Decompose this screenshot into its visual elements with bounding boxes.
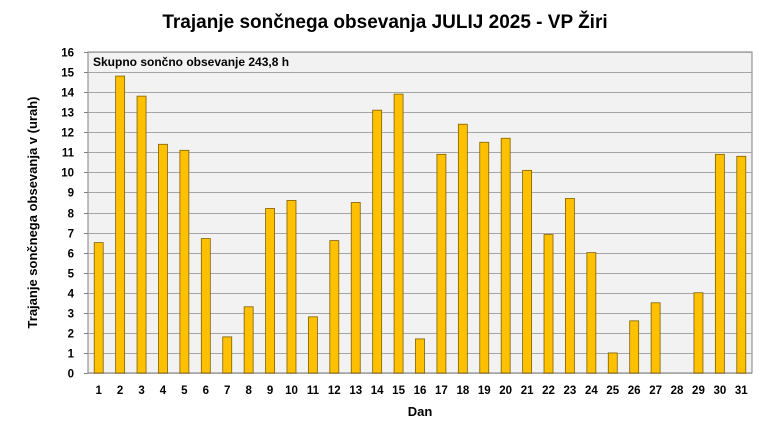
x-tick-label: 20 (499, 385, 512, 397)
x-tick-label: 12 (328, 385, 341, 397)
bar-day-1 (93, 242, 104, 374)
x-tick-label: 18 (456, 385, 469, 397)
y-tick-label: 4 (68, 289, 75, 301)
x-tick-label: 10 (285, 385, 298, 397)
bar-day-13 (350, 202, 361, 374)
bar-day-20 (500, 137, 511, 374)
y-tick-label: 7 (68, 229, 74, 241)
bar-day-23 (565, 198, 575, 374)
bars (93, 75, 747, 374)
bar-day-21 (522, 169, 532, 374)
x-tick-label: 29 (692, 385, 705, 397)
y-tick-label: 12 (61, 128, 74, 140)
y-tick-label: 3 (68, 309, 74, 321)
y-tick-label: 11 (62, 148, 75, 160)
x-tick-label: 7 (224, 385, 230, 397)
bar-day-17 (436, 153, 447, 374)
x-tick-label: 15 (392, 385, 405, 397)
bar-day-11 (307, 316, 318, 374)
x-tick-label: 8 (245, 385, 252, 397)
chart-title: Trajanje sončnega obsevanja JULIJ 2025 -… (162, 12, 608, 33)
y-tick-label: 6 (68, 249, 74, 261)
x-tick-label: 23 (564, 385, 577, 397)
y-tick-label: 15 (61, 68, 74, 80)
y-tick-label: 10 (61, 168, 74, 180)
bar-day-22 (543, 234, 554, 374)
bar-day-8 (243, 306, 254, 374)
bar-day-4 (158, 143, 168, 374)
bar-day-30 (714, 153, 725, 374)
total-annotation: Skupno sončno obsevanje 243,8 h (93, 55, 289, 69)
x-tick-label: 28 (671, 385, 684, 397)
plot-area (87, 51, 753, 374)
x-tick-label: 1 (96, 385, 103, 397)
x-tick-label: 21 (521, 385, 534, 397)
x-tick-label: 25 (606, 385, 619, 397)
bar-day-24 (586, 252, 597, 374)
x-tick-label: 30 (713, 385, 726, 397)
bar-day-16 (415, 338, 425, 374)
bar-day-27 (650, 302, 661, 374)
x-tick-label: 2 (117, 385, 123, 397)
bar-day-5 (179, 149, 190, 374)
x-tick-label: 31 (735, 385, 748, 397)
bar-day-7 (222, 336, 233, 374)
y-tick-label: 2 (68, 329, 74, 341)
bar-day-9 (265, 208, 275, 374)
x-tick-label: 16 (414, 385, 427, 397)
x-axis-title: Dan (408, 404, 433, 419)
x-tick-label: 22 (542, 385, 555, 397)
bar-day-26 (629, 320, 640, 374)
bar-day-15 (393, 93, 404, 374)
y-tick-label: 1 (68, 349, 75, 361)
bar-day-2 (115, 75, 126, 374)
y-tick-label: 16 (61, 48, 74, 60)
x-tick-label: 17 (435, 385, 448, 397)
bar-day-6 (200, 238, 211, 374)
gridlines (84, 52, 752, 374)
bar-day-25 (607, 352, 618, 374)
bar-day-12 (329, 240, 340, 374)
bar-day-19 (479, 141, 490, 374)
x-tick-label: 5 (181, 385, 188, 397)
x-tick-label: 19 (478, 385, 491, 397)
x-tick-label: 4 (160, 385, 167, 397)
y-tick-label: 8 (68, 209, 75, 221)
y-tick-label: 13 (61, 108, 74, 120)
x-tick-label: 9 (267, 385, 273, 397)
x-tick-label: 14 (371, 385, 384, 397)
x-tick-label: 13 (349, 385, 362, 397)
x-tick-label: 26 (628, 385, 641, 397)
bar-day-29 (693, 292, 704, 374)
x-tick-label: 11 (307, 385, 320, 397)
y-tick-label: 9 (68, 188, 74, 200)
x-tick-label: 6 (203, 385, 209, 397)
bar-day-3 (136, 95, 147, 374)
x-tick-label: 24 (585, 385, 598, 397)
y-tick-label: 0 (68, 369, 74, 381)
bar-day-31 (736, 155, 747, 374)
bar-day-10 (286, 200, 297, 374)
y-axis-title: Trajanje sončnega obsevanja v (urah) (25, 97, 40, 329)
y-tick-label: 14 (61, 88, 74, 100)
x-tick-labels: 1 2 3 4 5 6 7 8 9 10 11 12 13 14 15 16 17 18 19 20 21 22 23 24 2… (96, 385, 749, 397)
y-tick-label: 5 (68, 269, 75, 281)
bar-day-14 (372, 109, 383, 374)
x-tick-label: 3 (138, 385, 144, 397)
x-tick-label: 27 (649, 385, 662, 397)
bar-day-18 (457, 123, 468, 374)
